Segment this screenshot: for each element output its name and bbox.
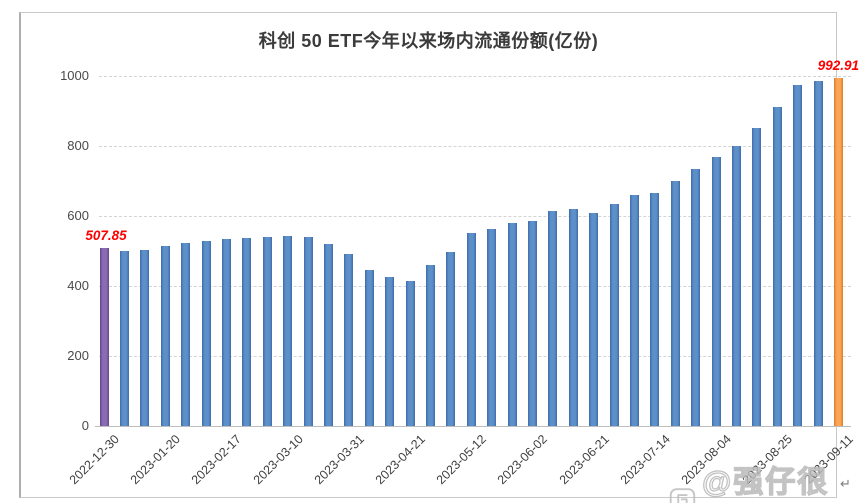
- bar-31: [711, 157, 721, 426]
- bar-6: [201, 241, 211, 426]
- first-bar-value-label: 507.85: [85, 228, 127, 244]
- x-tick-label-2022-12-30: 2022-12-30: [66, 432, 122, 488]
- x-tick-label-2023-06-02: 2023-06-02: [495, 432, 551, 488]
- x-tick-label-2023-03-31: 2023-03-31: [311, 432, 367, 488]
- bar-32: [731, 146, 741, 426]
- watermark-logo-icon: [669, 488, 696, 503]
- bar-2: [119, 251, 129, 426]
- bar-3: [140, 250, 150, 426]
- bar-16: [405, 281, 415, 426]
- bar-8: [242, 238, 252, 426]
- bar-11: [303, 237, 313, 426]
- x-tick-label-2023-03-10: 2023-03-10: [250, 432, 306, 488]
- bar-12: [323, 244, 333, 426]
- x-tick-label-2023-01-20: 2023-01-20: [127, 432, 184, 488]
- bar-27: [629, 195, 639, 426]
- bar-4: [160, 246, 170, 426]
- bar-23: [548, 211, 558, 426]
- plot-area: [99, 76, 851, 426]
- bar-5: [181, 243, 191, 426]
- bar-28: [650, 193, 660, 426]
- x-tick-label-2023-06-21: 2023-06-21: [556, 432, 612, 488]
- bar-7: [221, 239, 231, 426]
- bar-25: [589, 213, 599, 426]
- x-tick-label-2023-04-21: 2023-04-21: [372, 432, 428, 488]
- bar-30: [691, 169, 701, 426]
- bar-18: [446, 252, 456, 426]
- bar-19: [466, 233, 476, 426]
- x-tick-label-2023-08-25: 2023-08-25: [739, 432, 796, 488]
- y-tick-label-800: 800: [67, 138, 89, 153]
- last-bar-value-label: 992.91: [817, 58, 860, 74]
- x-tick-label-2023-08-04: 2023-08-04: [678, 432, 734, 488]
- x-axis-line: [95, 426, 851, 427]
- x-tick-label-2023-05-12: 2023-05-12: [433, 432, 490, 488]
- chart-title: 科创 50 ETF今年以来场内流通份额(亿份): [258, 31, 599, 51]
- bar-33: [752, 128, 762, 426]
- y-tick-label-1000: 1000: [60, 68, 89, 83]
- bar-24: [568, 209, 578, 426]
- chart-frame: 科创 50 ETF今年以来场内流通份额(亿份) 0 200 400 600 800 100…: [19, 12, 859, 503]
- bar-26: [609, 204, 619, 426]
- bar-29: [670, 181, 680, 426]
- corner-return-glyph: ↵: [840, 476, 851, 491]
- bar-20: [487, 229, 497, 426]
- x-tick-label-2023-02-17: 2023-02-17: [189, 432, 245, 488]
- bar-9: [262, 237, 272, 426]
- y-tick-label-600: 600: [67, 208, 89, 223]
- bar-13: [344, 254, 354, 426]
- bar-21: [507, 223, 517, 426]
- y-tick-label-0: 0: [81, 418, 89, 433]
- bar-14: [364, 270, 374, 426]
- bar-22: [527, 221, 537, 426]
- gridline-1000: [99, 76, 851, 77]
- gridline-800: [99, 146, 851, 147]
- bar-36: [813, 81, 823, 426]
- x-tick-label-2023-07-14: 2023-07-14: [617, 432, 673, 488]
- bar-17: [425, 265, 435, 426]
- gridline-600: [99, 216, 851, 217]
- bar-35: [793, 85, 803, 426]
- bar-37: [833, 78, 843, 426]
- y-tick-label-200: 200: [67, 348, 89, 363]
- bar-34: [772, 107, 782, 426]
- bar-10: [283, 236, 293, 426]
- y-tick-label-400: 400: [67, 278, 89, 293]
- bar-1: [99, 248, 109, 426]
- bar-15: [385, 277, 395, 426]
